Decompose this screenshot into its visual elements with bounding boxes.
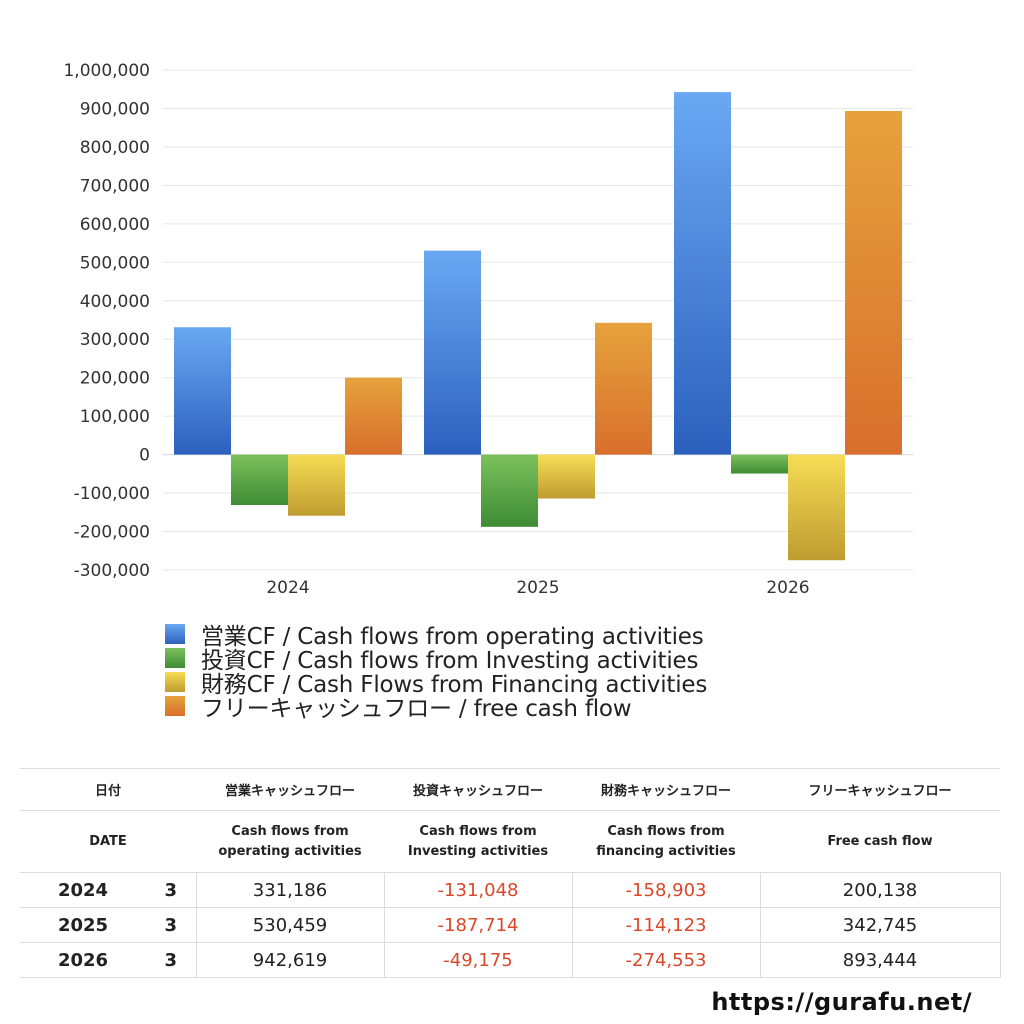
y-tick-label: 300,000 xyxy=(80,330,150,350)
table-row: 2024 3 331,186 -131,048 -158,903 200,138 xyxy=(20,872,1001,908)
row-year: 2024 xyxy=(20,872,146,908)
x-tick-label: 2024 xyxy=(266,578,309,598)
row-financing: -158,903 xyxy=(571,872,761,908)
row-financing: -274,553 xyxy=(571,942,761,978)
bar-financing xyxy=(288,454,345,516)
bar-operating xyxy=(424,250,481,455)
table-header-ja: 日付 営業キャッシュフロー 投資キャッシュフロー 財務キャッシュフロー フリーキ… xyxy=(20,768,1001,811)
y-tick-label: 900,000 xyxy=(80,99,150,119)
row-year: 2025 xyxy=(20,907,146,943)
x-tick-label: 2025 xyxy=(516,578,559,598)
y-tick-label: -200,000 xyxy=(74,523,150,543)
legend-label-financing: 財務CF / Cash Flows from Financing activit… xyxy=(201,672,708,698)
bar-free xyxy=(845,110,902,455)
y-tick-label: 400,000 xyxy=(80,292,150,312)
bar-investing xyxy=(481,454,538,527)
x-axis-ticks: 2024 2025 2026 xyxy=(266,578,809,598)
table-row: 2025 3 530,459 -187,714 -114,123 342,745 xyxy=(20,907,1001,943)
row-financing: -114,123 xyxy=(571,907,761,943)
legend-swatch-financing xyxy=(165,672,185,692)
cash-flow-table: 日付 営業キャッシュフロー 投資キャッシュフロー 財務キャッシュフロー フリーキ… xyxy=(20,768,1001,978)
row-month: 3 xyxy=(146,942,197,978)
header-financing-en: Cash flows from financing activities xyxy=(572,810,761,873)
x-tick-label: 2026 xyxy=(766,578,809,598)
y-tick-label: 200,000 xyxy=(80,369,150,389)
header-free-en: Free cash flow xyxy=(760,810,1001,873)
bar-financing xyxy=(788,454,845,561)
row-operating: 530,459 xyxy=(195,907,385,943)
y-tick-label: 0 xyxy=(139,446,150,466)
legend-item-investing: 投資CF / Cash flows from Investing activit… xyxy=(165,646,707,674)
legend-swatch-free xyxy=(165,696,185,716)
y-tick-label: -300,000 xyxy=(74,561,150,581)
y-tick-label: 500,000 xyxy=(80,253,150,273)
y-tick-label: 100,000 xyxy=(80,407,150,427)
y-tick-label: -100,000 xyxy=(74,484,150,504)
legend-swatch-operating xyxy=(165,624,185,644)
row-free: 200,138 xyxy=(759,872,1001,908)
y-axis-ticks: 1,000,000 900,000 800,000 700,000 600,000 500… xyxy=(63,61,150,581)
row-investing: -187,714 xyxy=(383,907,573,943)
legend-label-free: フリーキャッシュフロー / free cash flow xyxy=(201,696,632,722)
header-operating-ja: 営業キャッシュフロー xyxy=(196,768,385,811)
row-month: 3 xyxy=(146,907,197,943)
bar-investing xyxy=(231,454,288,506)
row-year: 2026 xyxy=(20,942,146,978)
row-month: 3 xyxy=(146,872,197,908)
header-operating-en: Cash flows from operating activities xyxy=(196,810,385,873)
legend-item-financing: 財務CF / Cash Flows from Financing activit… xyxy=(165,670,707,698)
bar-investing xyxy=(731,454,788,474)
row-free: 342,745 xyxy=(759,907,1001,943)
row-investing: -49,175 xyxy=(383,942,573,978)
row-operating: 942,619 xyxy=(195,942,385,978)
header-free-ja: フリーキャッシュフロー xyxy=(760,768,1001,811)
bar-financing xyxy=(538,454,595,499)
row-operating: 331,186 xyxy=(195,872,385,908)
bar-free xyxy=(595,322,652,455)
y-tick-label: 700,000 xyxy=(80,176,150,196)
header-date-en: DATE xyxy=(20,810,197,873)
source-url[interactable]: https://gurafu.net/ xyxy=(711,988,972,1016)
header-investing-ja: 投資キャッシュフロー xyxy=(384,768,573,811)
bar-free xyxy=(345,377,402,455)
legend-label-investing: 投資CF / Cash flows from Investing activit… xyxy=(201,648,699,674)
y-tick-label: 600,000 xyxy=(80,215,150,235)
y-tick-label: 800,000 xyxy=(80,138,150,158)
bar-operating xyxy=(674,92,731,455)
bar-operating xyxy=(174,327,231,455)
legend-item-free: フリーキャッシュフロー / free cash flow xyxy=(165,694,707,722)
y-tick-label: 1,000,000 xyxy=(63,61,150,81)
chart-bars xyxy=(174,92,902,561)
legend-swatch-investing xyxy=(165,648,185,668)
row-investing: -131,048 xyxy=(383,872,573,908)
header-financing-ja: 財務キャッシュフロー xyxy=(572,768,761,811)
header-date-ja: 日付 xyxy=(20,768,197,811)
table-row: 2026 3 942,619 -49,175 -274,553 893,444 xyxy=(20,942,1001,978)
row-free: 893,444 xyxy=(759,942,1001,978)
legend-item-operating: 営業CF / Cash flows from operating activit… xyxy=(165,622,707,650)
legend-label-operating: 営業CF / Cash flows from operating activit… xyxy=(201,624,704,650)
cash-flow-bar-chart: 1,000,000 900,000 800,000 700,000 600,000 500… xyxy=(63,61,913,598)
chart-legend: 営業CF / Cash flows from operating activit… xyxy=(165,622,707,722)
header-investing-en: Cash flows from Investing activities xyxy=(384,810,573,873)
table-header-en: DATE Cash flows from operating activitie… xyxy=(20,810,1001,873)
